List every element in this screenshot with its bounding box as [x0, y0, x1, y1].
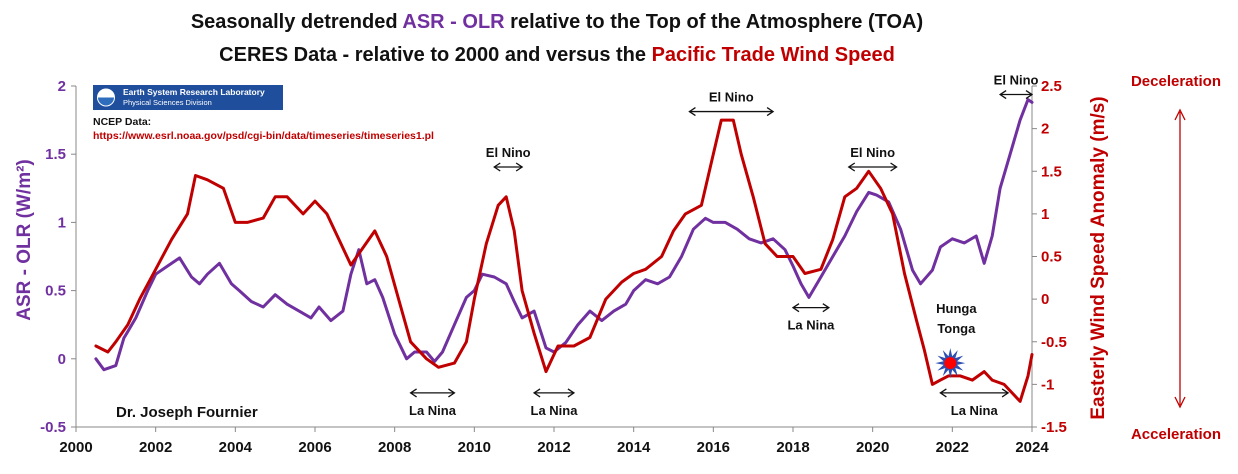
- arrow-left-icon: [998, 89, 1007, 100]
- x-tick-label: 2016: [697, 439, 730, 456]
- annotation-el-nino: El Nino: [688, 90, 775, 117]
- hunga-tonga-marker: Hunga Tonga: [935, 301, 977, 379]
- annotations-layer: El Nino El Nino El Nino El Nino La Nina La Ni…: [409, 73, 1038, 418]
- deceleration-label: Deceleration: [1131, 73, 1221, 90]
- annotation-label: El Nino: [709, 90, 754, 105]
- annotation-la-nina: La Nina: [787, 303, 835, 333]
- x-tick-label: 2002: [139, 439, 172, 456]
- annotation-la-nina: La Nina: [409, 388, 457, 418]
- y-right-tick-label: 0: [1041, 291, 1049, 308]
- author-credit: Dr. Joseph Fournier: [116, 404, 258, 421]
- arrow-left-icon: [493, 162, 501, 172]
- x-tick-label: 2006: [298, 439, 331, 456]
- arrow-left-icon: [532, 388, 541, 398]
- hunga-tonga-label-line2: Tonga: [937, 321, 976, 336]
- arrow-left-icon: [939, 388, 947, 398]
- y-right-tick-label: -1: [1041, 376, 1054, 393]
- arrow-right-icon: [567, 388, 576, 398]
- annotation-label: El Nino: [486, 145, 531, 160]
- y-left-tick-label: 1.5: [45, 146, 66, 163]
- arrow-right-icon: [1025, 89, 1034, 100]
- y-right-tick-label: -1.5: [1041, 419, 1067, 436]
- hunga-tonga-label-line1: Hunga: [936, 301, 977, 316]
- arrow-right-icon: [890, 162, 898, 172]
- logo-text-line1: Earth System Research Laboratory: [123, 87, 265, 97]
- x-tick-label: 2004: [219, 439, 253, 456]
- axes: 2000 2002 2004 2006 2008 2010 2012 2014 2016 2018…: [40, 78, 1067, 456]
- series-layer: [94, 98, 1034, 403]
- annotation-label: La Nina: [787, 318, 835, 333]
- annotation-el-nino: El Nino: [486, 145, 531, 172]
- y-left-tick-label: 0: [58, 351, 66, 368]
- chart-title-line2: CERES Data - relative to 2000 and versus…: [219, 44, 895, 66]
- source-url: https://www.esrl.noaa.gov/psd/cgi-bin/da…: [93, 130, 434, 142]
- arrow-right-icon: [1001, 388, 1010, 398]
- ncep-label: NCEP Data:: [93, 116, 151, 128]
- y-right-tick-label: 0.5: [1041, 249, 1062, 266]
- y-left-tick-label: 2: [58, 78, 66, 95]
- x-tick-label: 2000: [59, 439, 92, 456]
- arrow-right-icon: [822, 303, 831, 313]
- x-tick-label: 2018: [776, 439, 809, 456]
- y-right-tick-label: 2: [1041, 121, 1049, 138]
- arrow-left-icon: [847, 162, 856, 172]
- wind-speed-line: [94, 118, 1034, 403]
- x-tick-label: 2012: [537, 439, 570, 456]
- arrow-right-icon: [766, 107, 775, 117]
- x-tick-label: 2010: [458, 439, 491, 456]
- x-tick-label: 2022: [936, 439, 969, 456]
- esrl-logo: Earth System Research Laboratory Physica…: [93, 85, 283, 110]
- arrow-right-icon: [515, 162, 524, 172]
- y-right-tick-label: -0.5: [1041, 334, 1067, 351]
- y-left-tick-label: 1: [58, 214, 66, 231]
- annotation-la-nina: La Nina: [531, 388, 579, 418]
- y-axis-right-label: Easterly Wind Speed Anomaly (m/s): [1088, 96, 1109, 419]
- y-right-tick-label: 2.5: [1041, 78, 1062, 95]
- accel-decel-arrow: [1174, 108, 1186, 409]
- y-axis-left-label: ASR - OLR (W/m²): [14, 159, 35, 320]
- x-tick-label: 2008: [378, 439, 411, 456]
- annotation-label: La Nina: [951, 403, 999, 418]
- arrow-left-icon: [409, 388, 417, 398]
- annotation-label: El Nino: [994, 73, 1039, 88]
- arrow-left-icon: [688, 107, 696, 117]
- eruption-dot-icon: [944, 357, 957, 370]
- annotation-label: La Nina: [409, 403, 457, 418]
- annotation-label: La Nina: [531, 403, 579, 418]
- chart-title-line1: Seasonally detrended ASR - OLR relative …: [191, 11, 923, 33]
- annotation-el-nino: El Nino: [994, 73, 1039, 100]
- logo-text-line2: Physical Sciences Division: [123, 98, 212, 107]
- annotation-el-nino: El Nino: [847, 145, 898, 172]
- y-left-tick-label: -0.5: [40, 419, 66, 436]
- annotation-la-nina: La Nina: [939, 388, 1010, 418]
- y-right-tick-label: 1: [1041, 206, 1049, 223]
- x-tick-label: 2020: [856, 439, 889, 456]
- y-left-tick-label: 0.5: [45, 283, 66, 300]
- y-right-tick-label: 1.5: [1041, 163, 1062, 180]
- arrow-left-icon: [791, 303, 800, 313]
- annotation-label: El Nino: [850, 145, 895, 160]
- arrow-right-icon: [448, 388, 456, 398]
- x-tick-label: 2024: [1015, 439, 1049, 456]
- acceleration-label: Acceleration: [1131, 426, 1221, 443]
- x-tick-label: 2014: [617, 439, 651, 456]
